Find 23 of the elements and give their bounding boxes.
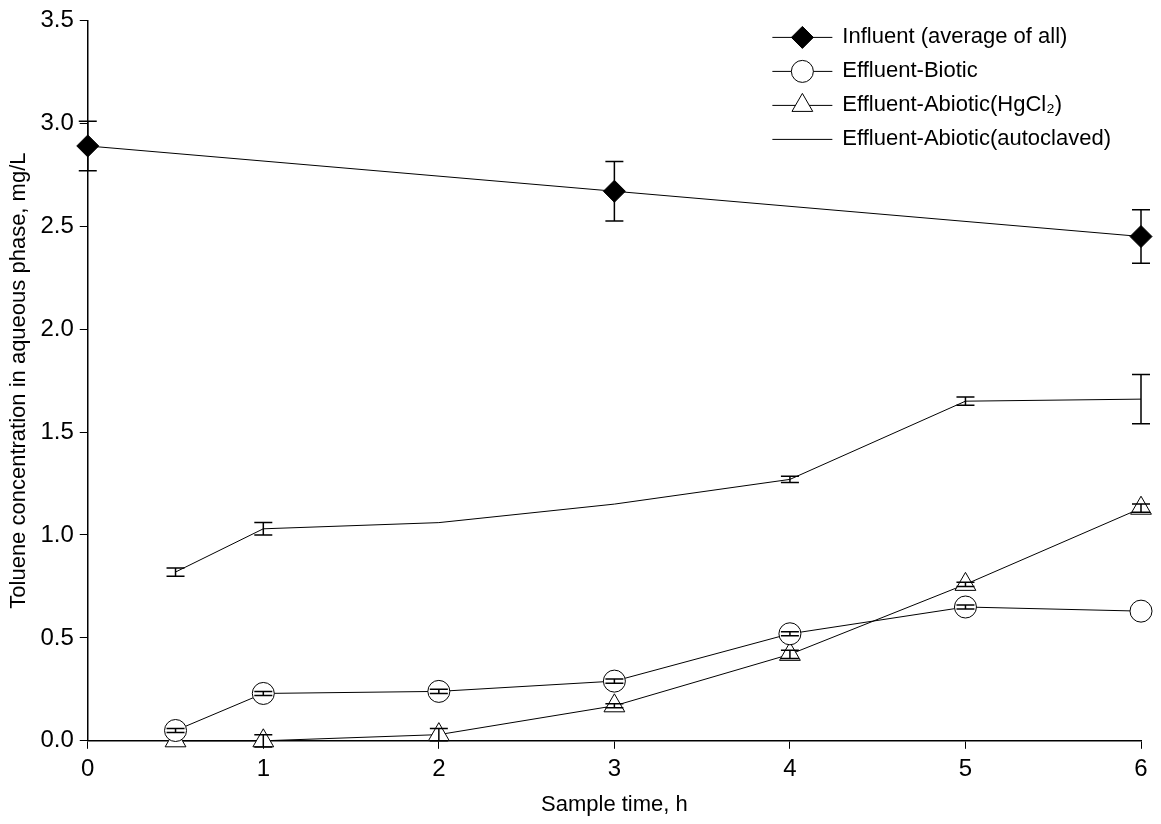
x-tick-label: 3 [607,753,622,781]
x-tick-label: 2 [432,753,446,781]
y-tick-label: 2.5 [40,210,74,238]
y-tick-label: 1.0 [40,519,74,547]
y-tick-label: 3.0 [40,107,74,135]
legend-label: Effluent-Abiotic(HgCl₂) [842,91,1063,117]
point [602,179,626,203]
legend-label: Effluent-Biotic [842,57,978,83]
y-tick-label: 3.5 [40,5,74,33]
x-tick-label: 6 [1134,753,1148,781]
y-tick-label: 2.0 [40,313,74,341]
point [1129,599,1153,623]
x-tick-label: 4 [783,753,797,781]
y-tick-label: 0.0 [40,725,74,753]
y-tick-label: 0.5 [40,622,74,650]
x-tick-label: 1 [256,753,270,781]
y-tick-label: 1.5 [40,416,74,444]
x-tick-label: 5 [958,753,973,781]
x-tick-label: 0 [81,753,95,781]
legend-label: Effluent-Abiotic(autoclaved) [842,125,1112,151]
y-axis-title: Toluene concentration in aqueous phase, mg/L [5,152,31,609]
x-axis-title: Sample time, h [541,790,688,816]
legend-label: Influent (average of all) [842,23,1068,49]
